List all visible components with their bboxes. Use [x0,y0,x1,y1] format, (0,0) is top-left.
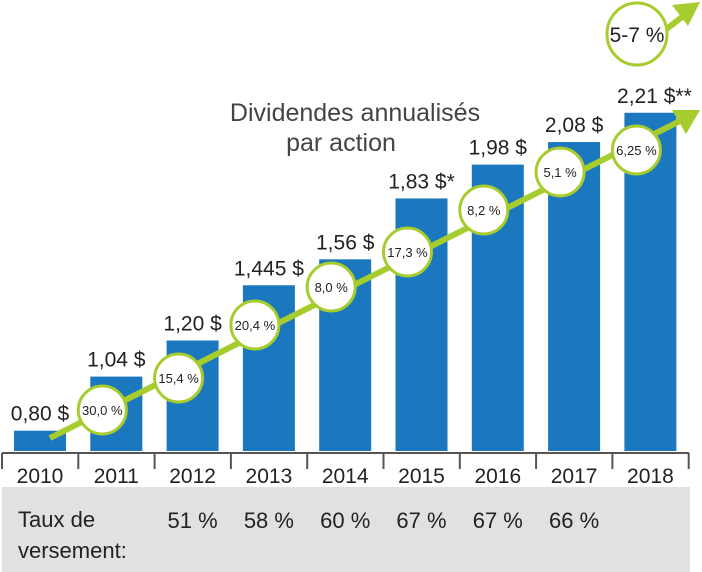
data-label-2012: 1,20 $ [163,313,222,336]
payout-value-2012: 51 % [168,508,218,533]
data-label-2015: 1,83 $* [388,170,455,193]
growth-circle-2012 [153,352,205,404]
payout-value-2016: 67 % [473,508,523,533]
chart-title-line1: Dividendes annualisés [230,99,480,127]
growth-circle-2011 [76,384,128,436]
growth-label-2017: 5,1 % [543,165,577,180]
data-label-2013: 1,445 $ [234,257,304,280]
data-label-2018: 2,21 $** [617,85,692,108]
payout-value-2013: 58 % [244,508,294,533]
year-label-2014: 2014 [322,465,369,488]
chart-title-line2: par action [286,129,396,157]
growth-label-2016: 8,2 % [467,203,501,218]
future-growth-circle [605,1,669,67]
year-label-2011: 2011 [94,465,139,488]
payout-row [2,487,690,572]
data-label-2010: 0,80 $ [11,403,70,426]
year-label-2016: 2016 [474,465,521,488]
year-label-2018: 2018 [627,465,674,488]
growth-label-2011: 30,0 % [82,403,123,418]
growth-label-2012: 15,4 % [158,371,199,386]
growth-circle-2013 [229,299,281,351]
payout-label-line1: Taux de [18,507,95,532]
payout-value-2017: 66 % [549,508,599,533]
growth-circle-2016 [458,184,510,236]
payout-label-line2: versement: [18,538,127,563]
data-label-2011: 1,04 $ [87,349,146,372]
growth-circle-2017 [534,146,586,198]
data-label-2017: 2,08 $ [545,114,604,137]
growth-circle-2015 [382,226,433,278]
payout-value-2014: 60 % [320,508,370,533]
year-label-2012: 2012 [169,465,216,488]
growth-label-2015: 17,3 % [387,245,428,260]
trend-arrow-head [672,110,700,134]
growth-label-2018: 6,25 % [616,143,657,158]
payout-value-2015: 67 % [396,508,446,533]
future-arrow-head [672,2,700,26]
growth-circle-2018 [610,124,662,176]
year-label-2013: 2013 [246,465,293,488]
year-label-2010: 2010 [17,465,64,488]
year-label-2015: 2015 [398,465,445,488]
growth-label-2013: 20,4 % [235,318,276,333]
data-label-2014: 1,56 $ [316,231,375,254]
growth-circle-2014 [305,261,357,313]
year-label-2017: 2017 [551,465,598,488]
data-label-2016: 1,98 $ [469,137,528,160]
growth-label-2014: 8,0 % [315,280,349,295]
future-growth-label: 5-7 % [610,24,665,47]
